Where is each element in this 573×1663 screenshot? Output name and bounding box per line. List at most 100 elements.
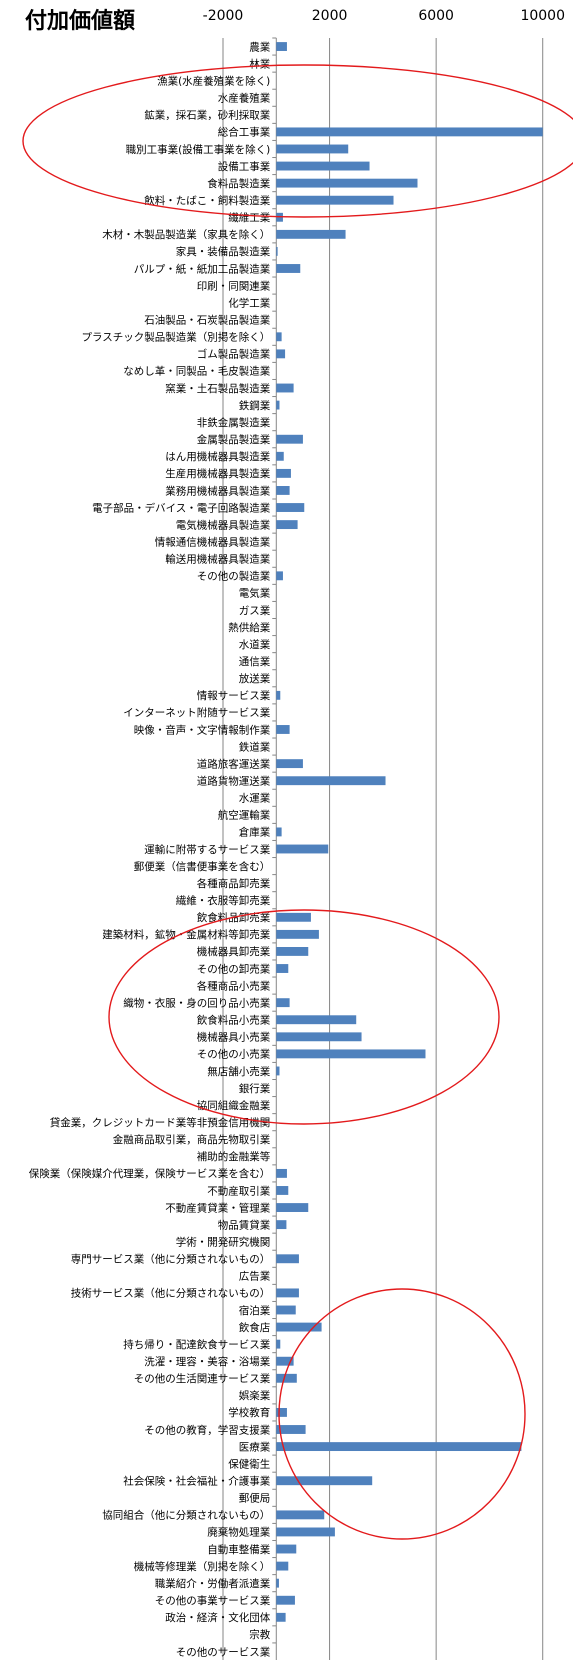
- bar: [276, 400, 280, 410]
- bar: [276, 947, 309, 956]
- category-label: 映像・音声・文字情報制作業: [134, 723, 271, 736]
- bar: [276, 912, 311, 922]
- bar: [276, 1032, 362, 1042]
- bar: [276, 1561, 289, 1571]
- category-label: 水産養殖業: [218, 92, 271, 105]
- bar: [276, 486, 290, 495]
- bar: [276, 571, 283, 581]
- bar: [276, 844, 329, 854]
- category-label: 生産用機械器具製造業: [165, 467, 270, 480]
- category-label: 印刷・同関連業: [197, 279, 271, 292]
- bar: [276, 725, 290, 734]
- category-label: 情報通信機械器具製造業: [155, 535, 271, 548]
- annotation-ellipse: [278, 1288, 526, 1540]
- bar: [276, 1578, 279, 1588]
- category-label: 保健衛生: [228, 1457, 270, 1470]
- bar: [276, 998, 290, 1008]
- category-label: 宗教: [249, 1628, 270, 1641]
- category-label: 職別工事業(設備工事業を除く): [126, 143, 271, 156]
- category-label: 情報サービス業: [197, 689, 271, 702]
- category-label: 協同組織金融業: [197, 1099, 271, 1112]
- bar: [276, 1049, 426, 1059]
- category-label: 技術サービス業（他に分類されないもの）: [71, 1287, 271, 1300]
- category-label: 機械器具卸売業: [197, 945, 271, 958]
- category-label: 郵便局: [239, 1492, 271, 1505]
- annotations: [22, 64, 573, 1540]
- category-label: 機械器具小売業: [197, 1031, 271, 1044]
- category-label: プラスチック製品製造業（別掲を除く）: [81, 331, 270, 344]
- bar: [276, 1442, 522, 1452]
- category-label: 銀行業: [239, 1082, 271, 1095]
- category-label: 放送業: [239, 672, 271, 685]
- category-label: 化学工業: [228, 296, 270, 309]
- category-label: 鉱業，採石業，砂利採取業: [144, 109, 270, 122]
- category-label: 各種商品卸売業: [197, 877, 271, 890]
- bar: [276, 144, 349, 154]
- bar: [276, 42, 287, 51]
- bar: [276, 349, 286, 359]
- bar: [276, 1373, 297, 1383]
- category-label: 物品賃貸業: [218, 1218, 271, 1231]
- x-tick-label: -2000: [203, 8, 244, 24]
- bar: [276, 434, 303, 444]
- category-label: ゴム製品製造業: [197, 348, 271, 361]
- category-label: なめし革・同製品・毛皮製造業: [123, 365, 270, 378]
- bar: [276, 127, 543, 137]
- bar: [276, 1168, 287, 1178]
- category-label: その他のサービス業: [176, 1645, 271, 1658]
- category-label: その他の事業サービス業: [155, 1594, 271, 1607]
- bar: [276, 1595, 295, 1605]
- category-label: 広告業: [239, 1270, 271, 1283]
- category-label: 非鉄金属製造業: [197, 416, 271, 429]
- bar: [276, 1186, 289, 1195]
- category-label: 建築材料，鉱物・金属材料等卸売業: [102, 928, 270, 941]
- category-label: 飲料・たばこ・飼料製造業: [144, 194, 270, 207]
- category-label: 金融商品取引業，商品先物取引業: [113, 1133, 271, 1146]
- bar: [276, 332, 282, 342]
- category-label: 電子部品・デバイス・電子回路製造業: [92, 501, 271, 514]
- category-label: 業務用機械器具製造業: [165, 484, 270, 497]
- bar: [276, 1476, 373, 1486]
- category-label: 保険業（保険媒介代理業，保険サービス業を含む）: [29, 1167, 271, 1180]
- category-label: 繊維・衣服等卸売業: [176, 894, 271, 907]
- category-label: その他の生活関連サービス業: [134, 1372, 271, 1385]
- bar: [276, 1288, 299, 1298]
- bar: [276, 178, 418, 188]
- category-label: 家具・装備品製造業: [176, 245, 271, 258]
- annotation-ellipse: [22, 64, 573, 218]
- category-label: 電気機械器具製造業: [176, 518, 271, 531]
- bar: [276, 1305, 296, 1315]
- category-label: 洗濯・理容・美容・浴場業: [144, 1355, 270, 1368]
- category-label: 飲食料品小売業: [197, 1014, 271, 1027]
- x-tick-label: 6000: [418, 8, 454, 24]
- chart-title: 付加価値額: [25, 8, 135, 34]
- category-label: その他の卸売業: [197, 962, 271, 975]
- category-label: 機械等修理業（別掲を除く）: [134, 1560, 271, 1573]
- bar: [276, 1015, 357, 1025]
- bar: [276, 161, 370, 171]
- category-label: その他の小売業: [197, 1048, 271, 1061]
- bar: [276, 929, 319, 939]
- bar: [276, 229, 346, 239]
- bar: [276, 1425, 306, 1434]
- category-label: 道路貨物運送業: [197, 775, 271, 788]
- category-label: 社会保険・社会福祉・介護事業: [123, 1475, 270, 1488]
- bar: [276, 468, 291, 478]
- category-label: 熱供給業: [228, 621, 270, 634]
- annotation-ellipse: [108, 909, 500, 1125]
- category-label: 学術・開発研究機関: [176, 1235, 271, 1248]
- bar: [276, 451, 284, 461]
- category-label: 補助的金融業等: [197, 1150, 271, 1163]
- bar: [276, 1544, 297, 1554]
- category-label: 不動産取引業: [207, 1184, 270, 1197]
- category-label: 無店舗小売業: [207, 1065, 270, 1078]
- category-label: 農業: [249, 40, 270, 53]
- bar: [276, 383, 294, 393]
- category-label: 総合工事業: [218, 126, 271, 139]
- category-label: 金属製品製造業: [197, 433, 271, 446]
- bar: [276, 264, 301, 273]
- category-label: 窯業・土石製品製造業: [165, 382, 270, 395]
- category-label: 貸金業，クレジットカード業等非預金信用機関: [50, 1116, 271, 1129]
- bar: [276, 520, 298, 530]
